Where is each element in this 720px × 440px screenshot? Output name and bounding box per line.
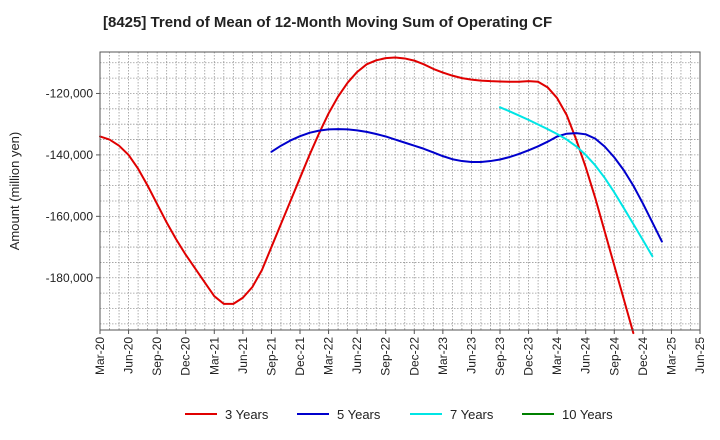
series-line-5-years	[270, 128, 663, 243]
y-tick-label: -180,000	[46, 271, 94, 285]
plot-background	[100, 52, 700, 330]
x-tick-label: Mar-21	[207, 337, 221, 375]
x-tick-label: Sep-21	[264, 337, 278, 376]
x-tick-label: Jun-24	[579, 337, 593, 374]
chart-title: [8425] Trend of Mean of 12-Month Moving …	[103, 14, 553, 31]
x-tick-label: Mar-23	[436, 337, 450, 375]
grid	[100, 52, 700, 330]
x-axis: Mar-20 Jun-20 Sep-20 Dec-20 Mar-21 Jun-21 Sep-…	[93, 330, 707, 376]
x-tick-label: Mar-24	[550, 337, 564, 375]
x-tick-label: Dec-20	[179, 337, 193, 376]
x-tick-label: Mar-22	[322, 337, 336, 375]
x-tick-label: Dec-23	[522, 337, 536, 376]
x-tick-label: Sep-20	[150, 337, 164, 376]
series-line-3-years	[99, 56, 635, 335]
x-tick-label: Jun-20	[122, 337, 136, 374]
y-axis-label: Amount (million yen)	[7, 132, 22, 251]
legend-label-3-years: 3 Years	[225, 407, 269, 422]
x-tick-label: Sep-24	[607, 337, 621, 376]
legend: 3 Years 5 Years 7 Years 10 Years	[185, 407, 613, 422]
x-tick-label: Sep-22	[379, 337, 393, 376]
series-lines	[99, 56, 663, 335]
y-axis: -180,000 -160,000 -140,000 -120,000	[46, 86, 100, 285]
x-tick-label: Dec-24	[636, 337, 650, 376]
legend-label-5-years: 5 Years	[337, 407, 381, 422]
y-tick-label: -140,000	[46, 148, 94, 162]
x-tick-label: Jun-23	[464, 337, 478, 374]
x-tick-label: Mar-20	[93, 337, 107, 375]
x-tick-label: Dec-22	[407, 337, 421, 376]
x-tick-label: Jun-25	[693, 337, 707, 374]
x-tick-label: Dec-21	[293, 337, 307, 376]
plot-area-frame	[99, 51, 701, 331]
x-tick-label: Mar-25	[664, 337, 678, 375]
series-line-7-years	[499, 106, 654, 258]
y-tick-label: -160,000	[46, 209, 94, 223]
legend-label-10-years: 10 Years	[562, 407, 613, 422]
x-tick-label: Jun-22	[350, 337, 364, 374]
y-tick-label: -120,000	[46, 86, 94, 100]
x-tick-label: Jun-21	[236, 337, 250, 374]
x-tick-label: Sep-23	[493, 337, 507, 376]
legend-label-7-years: 7 Years	[450, 407, 494, 422]
